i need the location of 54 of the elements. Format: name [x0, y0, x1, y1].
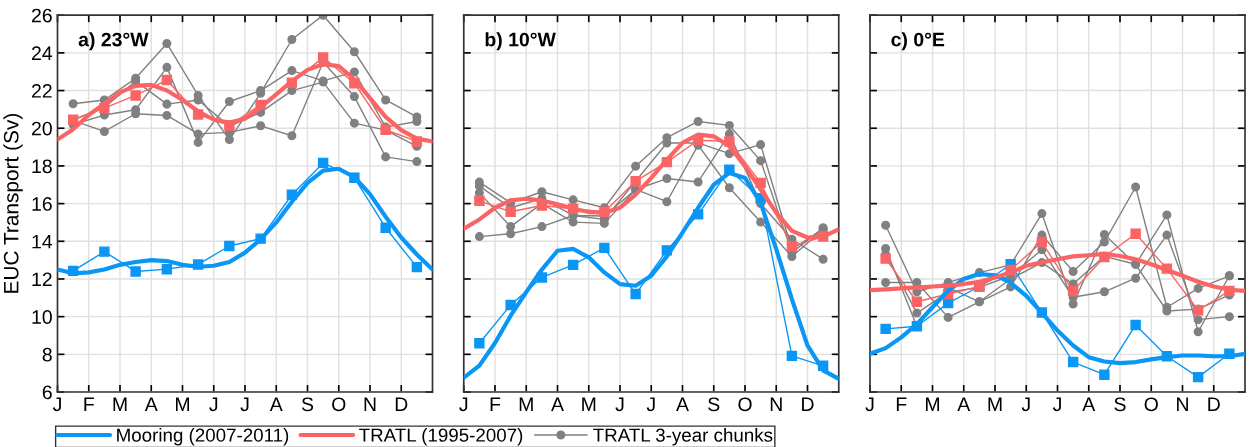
text: c) 0°E — [891, 32, 945, 51]
x-tick-label: M — [113, 397, 127, 411]
y-tick-label: 20 — [31, 121, 52, 136]
x-tick-label: M — [519, 397, 533, 411]
x-tick-label: F — [896, 397, 907, 411]
y-tick-label: 8 — [42, 347, 52, 362]
x-tick-label: D — [395, 397, 408, 411]
x-tick-label: M — [926, 397, 939, 411]
x-tick-label: J — [615, 397, 624, 412]
text: b) 10°W — [485, 32, 556, 51]
x-tick-label: A — [1082, 397, 1096, 411]
y-tick-label: 10 — [32, 310, 52, 324]
x-tick-label: S — [1114, 397, 1126, 412]
x-tick-label: J — [1052, 397, 1061, 412]
legend-label: Mooring (2007-2011) — [117, 428, 289, 446]
x-tick-label: S — [708, 397, 720, 412]
x-tick-label: D — [802, 397, 814, 411]
y-tick-label: 12 — [32, 272, 52, 287]
x-tick-label: S — [301, 397, 314, 412]
x-tick-label: F — [84, 397, 94, 411]
y-axis-title: EUC Transport (Sv) — [3, 114, 23, 293]
y-tick-label: 26 — [31, 8, 52, 23]
x-tick-label: A — [957, 397, 971, 411]
x-tick-label: A — [676, 397, 689, 411]
x-tick-label: M — [176, 397, 189, 411]
x-tick-label: A — [144, 397, 158, 411]
x-tick-label: J — [865, 397, 874, 412]
x-tick-label: J — [240, 397, 249, 412]
x-tick-label: J — [459, 397, 468, 412]
x-tick-label: N — [1177, 397, 1188, 411]
x-tick-label: N — [770, 397, 782, 411]
x-tick-label: O — [738, 397, 752, 412]
x-tick-label: D — [1208, 397, 1220, 411]
x-tick-label: O — [1144, 397, 1158, 412]
x-tick-label: A — [269, 397, 283, 411]
x-tick-label: F — [490, 397, 501, 411]
legend-label: TRATL (1995-2007) — [359, 428, 523, 446]
x-tick-label: J — [52, 397, 61, 412]
x-tick-label: O — [332, 397, 346, 412]
x-tick-label: M — [582, 397, 596, 411]
y-tick-label: 16 — [32, 197, 52, 211]
x-tick-label: J — [646, 397, 655, 412]
x-tick-label: J — [1021, 397, 1030, 412]
y-tick-label: 14 — [32, 234, 53, 249]
x-tick-label: N — [364, 397, 376, 411]
x-tick-label: A — [551, 397, 564, 411]
y-tick-label: 6 — [42, 385, 52, 400]
x-tick-label: J — [209, 397, 218, 412]
x-tick-label: M — [988, 397, 1002, 411]
text: a) 23°W — [78, 32, 149, 51]
legend-label: TRATL 3-year chunks — [593, 428, 773, 446]
y-tick-label: 24 — [31, 46, 53, 60]
y-tick-label: 18 — [32, 159, 52, 174]
y-tick-label: 22 — [31, 84, 52, 98]
